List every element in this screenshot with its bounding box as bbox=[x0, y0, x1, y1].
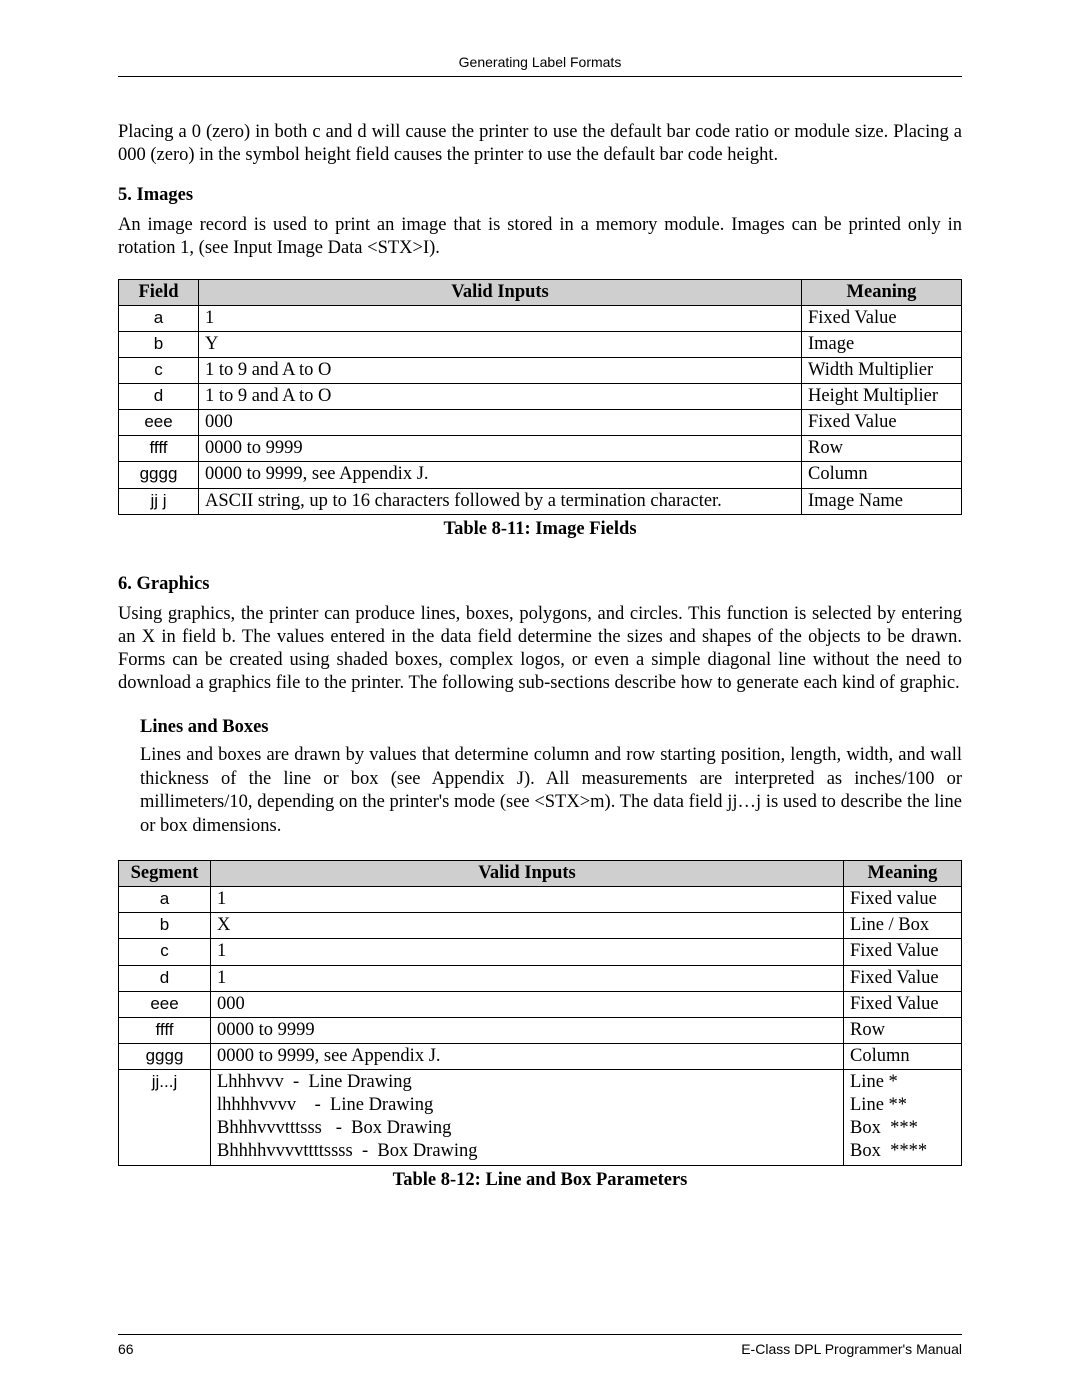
cell-inputs: 1 to 9 and A to O bbox=[199, 384, 802, 410]
cell-field: a bbox=[119, 305, 199, 331]
footer-rule bbox=[118, 1334, 962, 1335]
table-image-fields: Field Valid Inputs Meaning a1Fixed Value… bbox=[118, 279, 962, 515]
table-row: eee000Fixed Value bbox=[119, 410, 962, 436]
page-footer: 66 E-Class DPL Programmer's Manual bbox=[118, 1334, 962, 1357]
table-row: jj jASCII string, up to 16 characters fo… bbox=[119, 488, 962, 514]
cell-inputs: 0000 to 9999 bbox=[199, 436, 802, 462]
cell-inputs: 0000 to 9999 bbox=[211, 1017, 844, 1043]
table-row: d1Fixed Value bbox=[119, 965, 962, 991]
cell-meaning: Image Name bbox=[802, 488, 962, 514]
cell-field: jj j bbox=[119, 488, 199, 514]
cell-meaning: Line * Line ** Box *** Box **** bbox=[844, 1070, 962, 1166]
table-row: bXLine / Box bbox=[119, 913, 962, 939]
table-row: a1Fixed Value bbox=[119, 305, 962, 331]
subsection-body-lines-boxes: Lines and boxes are drawn by values that… bbox=[140, 744, 962, 838]
cell-inputs: 0000 to 9999, see Appendix J. bbox=[199, 462, 802, 488]
cell-meaning: Line / Box bbox=[844, 913, 962, 939]
cell-meaning: Fixed Value bbox=[844, 965, 962, 991]
page-number: 66 bbox=[118, 1341, 134, 1357]
table-row: gggg0000 to 9999, see Appendix J.Column bbox=[119, 1043, 962, 1069]
section-body-graphics: Using graphics, the printer can produce … bbox=[118, 603, 962, 696]
page: Generating Label Formats Placing a 0 (ze… bbox=[0, 0, 1080, 1397]
table-caption-12: Table 8-12: Line and Box Parameters bbox=[118, 1170, 962, 1191]
cell-inputs: 0000 to 9999, see Appendix J. bbox=[211, 1043, 844, 1069]
cell-inputs: 000 bbox=[199, 410, 802, 436]
table-row: gggg0000 to 9999, see Appendix J.Column bbox=[119, 462, 962, 488]
section-heading-images: 5. Images bbox=[118, 185, 962, 206]
table-row: bYImage bbox=[119, 331, 962, 357]
cell-inputs: Lhhhvvv - Line Drawing lhhhhvvvv - Line … bbox=[211, 1070, 844, 1166]
table-row: c1Fixed Value bbox=[119, 939, 962, 965]
table-header-row: Segment Valid Inputs Meaning bbox=[119, 861, 962, 887]
cell-meaning: Column bbox=[802, 462, 962, 488]
cell-field: b bbox=[119, 913, 211, 939]
cell-inputs: 1 bbox=[199, 305, 802, 331]
cell-meaning: Fixed Value bbox=[844, 991, 962, 1017]
cell-field: c bbox=[119, 357, 199, 383]
table-header-row: Field Valid Inputs Meaning bbox=[119, 279, 962, 305]
cell-meaning: Image bbox=[802, 331, 962, 357]
cell-inputs: X bbox=[211, 913, 844, 939]
subsection-heading-lines-boxes: Lines and Boxes bbox=[140, 717, 962, 738]
cell-meaning: Row bbox=[802, 436, 962, 462]
table-row: a1Fixed value bbox=[119, 887, 962, 913]
cell-field: eee bbox=[119, 991, 211, 1017]
cell-inputs: 1 bbox=[211, 887, 844, 913]
table-row: jj...jLhhhvvv - Line Drawing lhhhhvvvv -… bbox=[119, 1070, 962, 1166]
col-meaning: Meaning bbox=[844, 861, 962, 887]
cell-inputs: 1 to 9 and A to O bbox=[199, 357, 802, 383]
cell-field: b bbox=[119, 331, 199, 357]
cell-field: gggg bbox=[119, 1043, 211, 1069]
manual-title: E-Class DPL Programmer's Manual bbox=[741, 1341, 962, 1357]
cell-meaning: Row bbox=[844, 1017, 962, 1043]
table-line-box-params: Segment Valid Inputs Meaning a1Fixed val… bbox=[118, 860, 962, 1166]
section-heading-graphics: 6. Graphics bbox=[118, 574, 962, 595]
section-body-images: An image record is used to print an imag… bbox=[118, 214, 962, 260]
table-row: ffff0000 to 9999Row bbox=[119, 1017, 962, 1043]
cell-meaning: Column bbox=[844, 1043, 962, 1069]
cell-field: eee bbox=[119, 410, 199, 436]
cell-field: c bbox=[119, 939, 211, 965]
table-caption-11: Table 8-11: Image Fields bbox=[118, 519, 962, 540]
header-rule bbox=[118, 76, 962, 77]
cell-meaning: Fixed Value bbox=[802, 410, 962, 436]
cell-field: ffff bbox=[119, 436, 199, 462]
cell-meaning: Height Multiplier bbox=[802, 384, 962, 410]
cell-meaning: Fixed Value bbox=[802, 305, 962, 331]
running-header: Generating Label Formats bbox=[118, 54, 962, 76]
cell-inputs: Y bbox=[199, 331, 802, 357]
cell-inputs: 1 bbox=[211, 965, 844, 991]
table-row: eee000Fixed Value bbox=[119, 991, 962, 1017]
table-row: d1 to 9 and A to OHeight Multiplier bbox=[119, 384, 962, 410]
cell-meaning: Width Multiplier bbox=[802, 357, 962, 383]
col-inputs: Valid Inputs bbox=[211, 861, 844, 887]
cell-meaning: Fixed value bbox=[844, 887, 962, 913]
cell-field: ffff bbox=[119, 1017, 211, 1043]
cell-field: a bbox=[119, 887, 211, 913]
table-row: c1 to 9 and A to OWidth Multiplier bbox=[119, 357, 962, 383]
col-segment: Segment bbox=[119, 861, 211, 887]
cell-field: jj...j bbox=[119, 1070, 211, 1166]
cell-field: d bbox=[119, 965, 211, 991]
col-inputs: Valid Inputs bbox=[199, 279, 802, 305]
cell-inputs: ASCII string, up to 16 characters follow… bbox=[199, 488, 802, 514]
cell-inputs: 000 bbox=[211, 991, 844, 1017]
table-row: ffff0000 to 9999Row bbox=[119, 436, 962, 462]
cell-field: d bbox=[119, 384, 199, 410]
cell-field: gggg bbox=[119, 462, 199, 488]
cell-inputs: 1 bbox=[211, 939, 844, 965]
intro-paragraph: Placing a 0 (zero) in both c and d will … bbox=[118, 121, 962, 167]
col-meaning: Meaning bbox=[802, 279, 962, 305]
cell-meaning: Fixed Value bbox=[844, 939, 962, 965]
col-field: Field bbox=[119, 279, 199, 305]
